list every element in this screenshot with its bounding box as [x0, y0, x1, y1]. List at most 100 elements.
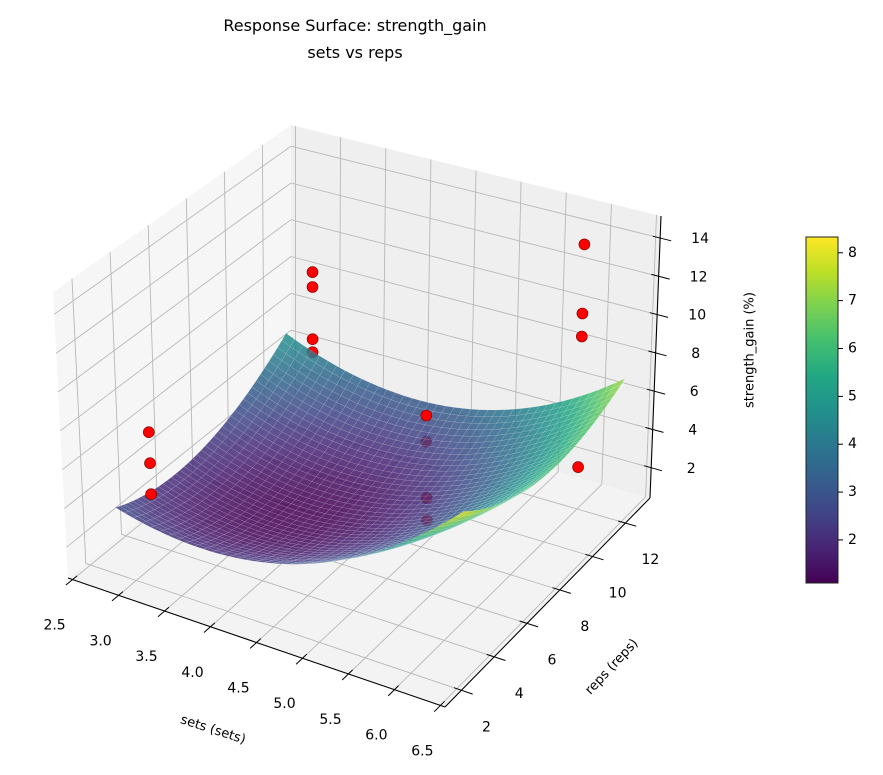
x-tick-label: 3.0 [89, 633, 111, 649]
x-tick-label: 5.0 [273, 696, 295, 712]
surface-facet [595, 402, 610, 414]
floor-gridline-sets [440, 496, 646, 706]
scatter-above-surface [143, 238, 591, 501]
surface-facet [463, 510, 477, 517]
left-gridline-z [64, 329, 292, 509]
x-tick-label: 5.5 [319, 712, 341, 728]
y-axis-line [444, 497, 651, 708]
x-tick-label: 6.0 [365, 728, 387, 744]
surface-facet [523, 483, 537, 492]
surface [114, 333, 626, 565]
floor-gridline-reps [85, 562, 462, 691]
left-gridline-z [60, 256, 292, 432]
axes [65, 215, 672, 713]
y-tick-label: 6 [548, 652, 557, 668]
chart-subtitle: sets vs reps [307, 43, 402, 62]
z-tick [652, 235, 672, 242]
back-gridline-z [290, 145, 661, 239]
colorbar-gradient [805, 236, 839, 584]
z-tick-label: 2 [687, 461, 696, 477]
x-tick [203, 622, 216, 633]
x-tick-label: 2.5 [43, 618, 65, 634]
left-pane [53, 125, 291, 578]
y-tick [453, 687, 473, 695]
surface-facet [551, 457, 565, 467]
x-tick [433, 700, 445, 713]
colorbar-tick-label: 6 [848, 341, 857, 357]
x-tick-label: 3.5 [135, 649, 157, 665]
z-tick [646, 388, 666, 395]
left-gridline-reps [109, 251, 122, 535]
surface-facet [535, 473, 549, 482]
surface-facet [503, 496, 517, 504]
surface-facet [599, 396, 614, 408]
z-tick-label: 6 [690, 384, 699, 400]
y-axis-label: reps (reps) [582, 636, 641, 698]
back-gridline-z [290, 219, 658, 316]
scatter-point [143, 426, 155, 439]
x-tick [387, 685, 399, 697]
tick-labels: 2.5 3.0 3.5 4.0 4.5 5.0 5.5 6.0 6.5 2 4 6 8 10 12 2 4 6 8 1… [43, 231, 709, 759]
scatter-point [306, 266, 319, 278]
colorbar-tick-label: 2 [848, 532, 857, 548]
x-axis-label: sets (sets) [179, 712, 248, 747]
scatter-point [306, 333, 319, 346]
scatter-point [306, 281, 319, 293]
x-tick [157, 606, 170, 618]
y-tick-label: 10 [609, 586, 627, 602]
floor-gridline-sets [394, 483, 603, 691]
x-tick [341, 669, 353, 681]
y-tick [486, 653, 506, 661]
left-gridline-z [57, 219, 292, 393]
floor-gridline-sets [348, 471, 559, 675]
surface-facet [547, 461, 561, 471]
z-tick-label: 14 [691, 231, 709, 247]
z-tick-label: 12 [690, 269, 708, 285]
colorbar-tick-label: 3 [848, 484, 857, 500]
left-gridline-reps [147, 225, 158, 506]
surface-facet [515, 488, 529, 497]
scatter-point [420, 409, 433, 422]
back-gridline-sets [382, 148, 387, 423]
scatter-point [144, 457, 156, 470]
y-tick-label: 8 [580, 619, 589, 635]
z-tick [645, 427, 664, 433]
y-tick [585, 553, 604, 561]
surface-facet [591, 408, 605, 419]
z-tick [643, 465, 663, 472]
surface-facet [539, 469, 553, 479]
left-gridline-z [53, 145, 292, 315]
z-tick-label: 4 [688, 423, 697, 439]
x-tick-label: 6.5 [411, 743, 433, 759]
x-tick [65, 575, 78, 586]
surface-facet [543, 465, 557, 475]
floor-gridline-reps [121, 533, 495, 658]
z-tick [651, 273, 670, 280]
colorbar-tick-label: 5 [848, 388, 857, 404]
scatter-point [145, 488, 157, 501]
z-tick [648, 350, 667, 357]
surface-facet [455, 511, 469, 517]
scatter-point [575, 330, 588, 343]
surface-facet [471, 508, 485, 516]
back-gridline-sets [426, 159, 432, 435]
y-tick [618, 520, 637, 527]
surface-facet [527, 479, 541, 489]
x-tick-label: 4.5 [227, 681, 249, 697]
surface-facet [511, 491, 525, 500]
z-axis-line [649, 215, 662, 499]
left-gridline-reps [185, 198, 194, 477]
scatter-point [576, 307, 589, 320]
back-gridline-z [290, 182, 659, 277]
y-tick-label: 4 [515, 686, 524, 702]
back-gridline-sets [338, 137, 342, 410]
x-tick [295, 653, 308, 665]
x-tick [249, 638, 262, 649]
chart-title: Response Surface: strength_gain [223, 16, 486, 36]
x-tick [111, 591, 124, 602]
back-gridline-sets [601, 203, 612, 485]
colorbar-tick-label: 8 [848, 245, 857, 261]
back-gridline-z [290, 256, 656, 354]
surface-facet [587, 414, 601, 425]
surface-facet [519, 486, 533, 494]
